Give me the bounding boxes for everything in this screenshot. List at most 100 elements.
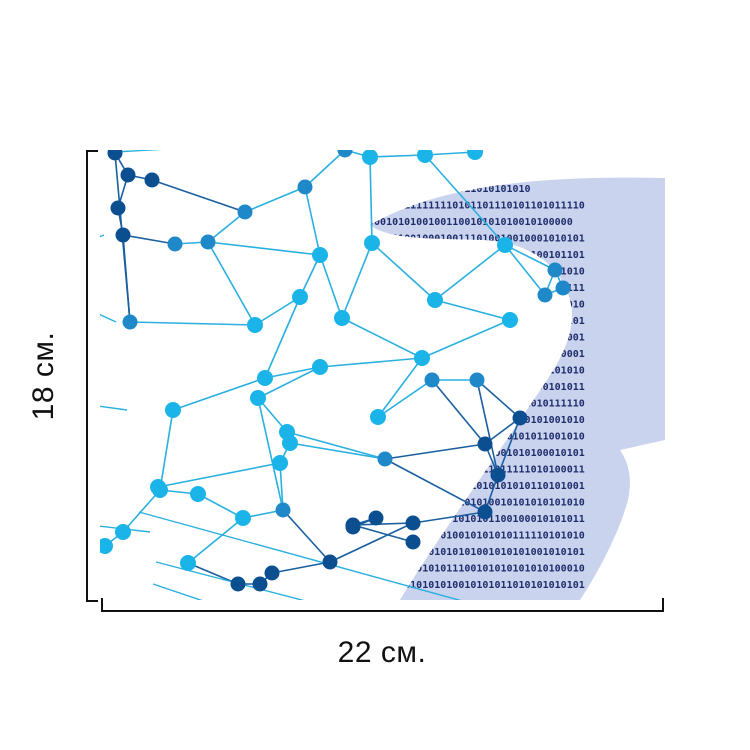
network-edge (319, 254, 343, 319)
network-edge (377, 357, 423, 418)
network-node (200, 234, 216, 250)
network-node (370, 409, 386, 425)
network-node (334, 310, 350, 326)
network-edge (319, 357, 423, 368)
network-node (237, 204, 253, 220)
network-node (427, 292, 443, 308)
binary-row: 1010100001010100000101010110001110001 (362, 349, 585, 360)
network-edge (207, 241, 256, 326)
network-node (282, 435, 298, 451)
binary-row: 1010111100101010101011011111010100011 (362, 465, 585, 476)
network-graph-illustration: 1101011011010111011010101010 010110011111… (100, 150, 665, 600)
network-edge (434, 244, 506, 301)
network-edge (304, 186, 321, 256)
network-edge (476, 379, 521, 419)
network-edge (504, 244, 546, 296)
height-label: 18 см. (27, 331, 60, 421)
network-node (337, 150, 353, 158)
network-node (252, 576, 268, 592)
network-node (368, 510, 384, 526)
network-edge (384, 458, 486, 513)
network-edge (369, 154, 426, 158)
network-node (115, 227, 131, 243)
network-edge (257, 397, 284, 511)
network-edge (424, 154, 506, 246)
network-edge (100, 234, 105, 238)
network-node (467, 150, 483, 160)
network-edge (197, 493, 244, 519)
network-node (555, 280, 571, 296)
network-node (264, 565, 280, 581)
binary-row: 1100101110101001100101010100101001010 (362, 415, 585, 426)
network-node (424, 372, 440, 388)
network-edge (159, 409, 174, 491)
network-node (405, 515, 421, 531)
network-edge (352, 524, 414, 543)
network-edge (412, 511, 486, 524)
binary-row: 0101100111111110101101110101101011110 (362, 201, 585, 212)
network-edge (207, 241, 321, 256)
network-node (312, 359, 328, 375)
network-nodes (100, 150, 571, 592)
network-node (120, 167, 136, 183)
network-node (345, 519, 361, 535)
network-node (364, 235, 380, 251)
network-artwork: 1101011011010111011010101010 010110011111… (100, 150, 665, 600)
network-node (235, 510, 251, 526)
network-edge (282, 509, 331, 563)
network-node (230, 576, 246, 592)
network-node (110, 200, 126, 216)
network-node (165, 402, 181, 418)
network-node (414, 350, 430, 366)
network-edge (122, 234, 131, 323)
network-node (190, 486, 206, 502)
network-edge (421, 319, 511, 359)
network-node (417, 150, 433, 163)
network-node (247, 317, 263, 333)
network-node (144, 172, 160, 188)
network-edge (264, 366, 321, 379)
binary-row: 0110101010101010010101011010101010101 (362, 580, 585, 591)
binary-row: 0100101100101101010111001010010101010 (362, 300, 585, 311)
network-node (122, 314, 138, 330)
network-edge (122, 489, 161, 533)
network-node (312, 247, 328, 263)
binary-row: 10001010100100110010101010010100000 (362, 217, 573, 228)
network-edge (187, 517, 244, 564)
network-node (115, 524, 131, 540)
network-edge (257, 366, 321, 399)
network-node (477, 436, 493, 452)
network-edge (207, 211, 246, 243)
width-dimension-line (101, 598, 664, 612)
network-edge (172, 377, 266, 411)
width-label: 22 см. (337, 636, 427, 669)
network-edge (377, 379, 433, 418)
network-edge (341, 317, 423, 359)
network-edge (504, 244, 556, 271)
network-node (362, 150, 378, 165)
network-node (257, 370, 273, 386)
network-edge (264, 296, 301, 379)
network-edge (286, 431, 386, 460)
network-edge (100, 313, 117, 323)
network-node (537, 287, 553, 303)
network-edge (151, 179, 246, 213)
network-node (152, 482, 168, 498)
network-node (167, 236, 183, 252)
network-node (469, 372, 485, 388)
binary-row: 1010100101011010010101010111110101010 (362, 531, 585, 542)
network-edge (476, 379, 499, 476)
network-edge (114, 150, 163, 153)
network-edge (424, 151, 476, 156)
network-node (377, 451, 393, 467)
binary-row: 0101010011010101010101010111010111110 (362, 399, 585, 410)
network-edge (341, 242, 373, 319)
network-edge (271, 561, 331, 574)
network-node (107, 150, 123, 161)
binary-row: 0101001101010100101010101010110101001 (362, 481, 585, 492)
network-edge (384, 443, 486, 460)
network-edge (434, 299, 511, 321)
network-node (322, 554, 338, 570)
binary-row: 1010101010011100110101010101011001010 (362, 432, 585, 443)
network-node (405, 534, 421, 550)
